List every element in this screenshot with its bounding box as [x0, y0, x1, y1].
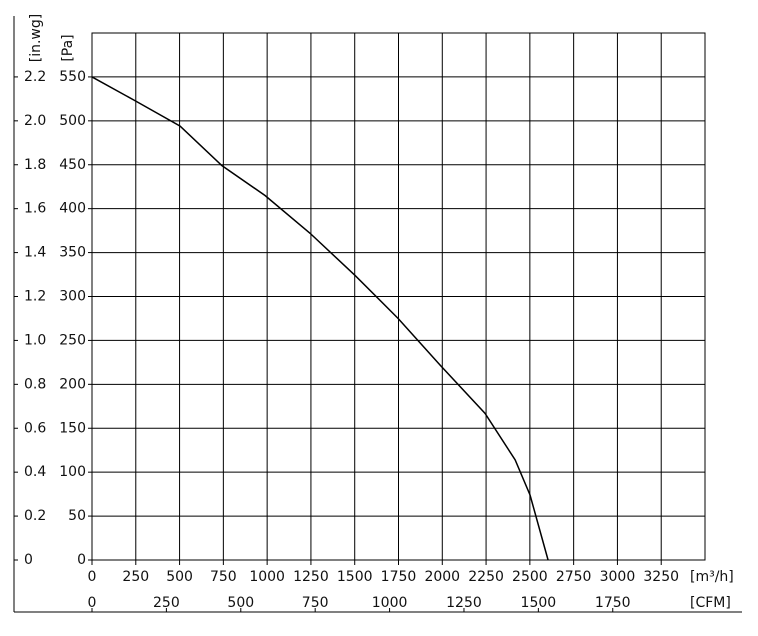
y2-tick-label: 1.4 — [24, 245, 46, 261]
y2-tick-label: 2.2 — [24, 69, 46, 85]
x-tick-label: 2250 — [468, 569, 504, 585]
y2-tick-label: 0.8 — [24, 376, 46, 392]
y-tick-label: 450 — [59, 157, 86, 173]
y2-tick-label: 0 — [24, 552, 33, 568]
x-tick-label: 3000 — [600, 569, 636, 585]
x2-axis-label: [CFM] — [690, 595, 731, 611]
x-tick-label: 2750 — [556, 569, 592, 585]
y2-tick-label: 2.0 — [24, 113, 46, 129]
x2-tick-label: 250 — [153, 595, 180, 611]
y-tick-label: 250 — [59, 332, 86, 348]
y-tick-label: 0 — [77, 552, 86, 568]
x-tick-label: 2000 — [424, 569, 460, 585]
x-tick-label: 2500 — [512, 569, 548, 585]
y-tick-label: 200 — [59, 376, 86, 392]
y-tick-label: 100 — [59, 464, 86, 480]
curve — [91, 76, 549, 561]
y2-tick-label: 1.0 — [24, 332, 46, 348]
x-tick-label: 0 — [88, 569, 97, 585]
x-tick-label: 1000 — [249, 569, 285, 585]
x2-tick-label: 1250 — [446, 595, 482, 611]
y2-tick-label: 1.6 — [24, 201, 46, 217]
y-tick-label: 400 — [59, 201, 86, 217]
x-tick-label: 1500 — [337, 569, 373, 585]
y2-tick-label: 1.2 — [24, 289, 46, 305]
y-tick-label: 550 — [59, 69, 86, 85]
y2-tick-label: 0.2 — [24, 508, 46, 524]
x2-tick-label: 1500 — [521, 595, 557, 611]
y2-tick-label: 0.6 — [24, 420, 46, 436]
y-tick-label: 150 — [59, 420, 86, 436]
y-tick-label: 500 — [59, 113, 86, 129]
x-tick-label: 750 — [210, 569, 237, 585]
x2-tick-label: 0 — [88, 595, 97, 611]
x-tick-label: 250 — [122, 569, 149, 585]
x2-tick-label: 1000 — [372, 595, 408, 611]
x-tick-label: 500 — [166, 569, 193, 585]
x-tick-label: 1250 — [293, 569, 329, 585]
x-axis-label: [m³/h] — [690, 569, 734, 585]
x2-tick-label: 500 — [227, 595, 254, 611]
y2-axis-label: [in.wg] — [28, 14, 44, 62]
y-tick-label: 350 — [59, 245, 86, 261]
x-tick-label: 3250 — [643, 569, 679, 585]
y2-tick-label: 0.4 — [24, 464, 46, 480]
y2-tick-label: 1.8 — [24, 157, 46, 173]
y-tick-label: 300 — [59, 289, 86, 305]
x2-tick-label: 750 — [302, 595, 329, 611]
x2-tick-label: 1750 — [595, 595, 631, 611]
x-tick-label: 1750 — [381, 569, 417, 585]
y-tick-label: 50 — [68, 508, 86, 524]
y-axis-label: [Pa] — [60, 34, 76, 61]
